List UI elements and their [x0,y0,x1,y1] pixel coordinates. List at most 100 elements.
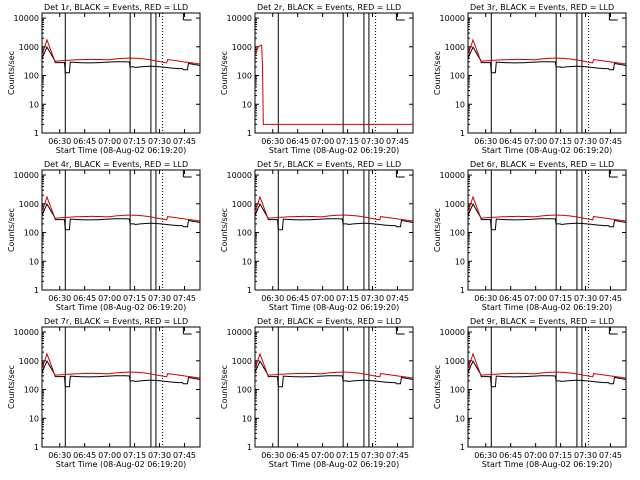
panel-det-6: Det 6r, BLACK = Events, RED = LLD 1 10 100 1… [433,160,627,312]
y-tick-label: 10000 [440,171,465,180]
x-tick-label: 06:30 [48,451,71,460]
panel-det-1: Det 1r, BLACK = Events, RED = LLD 1 10 100 1… [7,3,201,155]
series-lld-line [468,352,626,379]
y-tick-label: 100 [237,386,252,395]
y-tick-label: 100 [450,386,465,395]
y-tick-label: 10000 [227,14,252,23]
y-tick-label: 10 [455,414,465,423]
x-axis-label: Start Time (08-Aug-02 06:19:20) [269,146,400,155]
panel-title: Det 8r, BLACK = Events, RED = LLD [257,317,401,326]
x-tick-label: 07:00 [524,451,547,460]
panel-title: Det 3r, BLACK = Events, RED = LLD [470,3,614,12]
x-tick-label: 07:45 [386,451,409,460]
x-tick-label: 07:00 [311,137,334,146]
x-axis-label: Start Time (08-Aug-02 06:19:20) [482,146,613,155]
y-tick-label: 100 [237,72,252,81]
x-tick-label: 06:30 [474,137,497,146]
panel-title: Det 2r, BLACK = Events, RED = LLD [257,3,401,12]
x-tick-label: 07:45 [173,451,196,460]
panel-det-2: Det 2r, BLACK = Events, RED = LLD 1 10 100 1… [220,3,414,155]
x-tick-label: 07:45 [599,451,622,460]
x-tick-label: 07:30 [148,294,171,303]
y-axis-label: Counts/sec [220,208,229,252]
x-tick-label: 06:45 [286,137,309,146]
x-axis-label: Start Time (08-Aug-02 06:19:20) [482,303,613,312]
y-tick-label: 1 [34,286,39,295]
x-axis-label: Start Time (08-Aug-02 06:19:20) [269,460,400,469]
y-tick-label: 1 [247,443,252,452]
x-tick-label: 07:30 [361,294,384,303]
plot-frame [254,326,414,448]
x-tick-label: 07:00 [524,137,547,146]
y-tick-label: 100 [450,229,465,238]
panel-title: Det 9r, BLACK = Events, RED = LLD [470,317,614,326]
y-tick-label: 10 [29,100,39,109]
y-tick-label: 1000 [232,357,252,366]
x-tick-label: 07:30 [574,294,597,303]
x-tick-label: 07:30 [574,137,597,146]
x-tick-label: 06:30 [474,451,497,460]
y-tick-label: 1 [460,443,465,452]
y-tick-label: 1000 [445,200,465,209]
y-tick-label: 10000 [227,171,252,180]
y-tick-label: 10000 [14,171,39,180]
y-tick-label: 1 [247,286,252,295]
y-tick-label: 1 [460,129,465,138]
series-lld-line [255,352,413,379]
x-tick-label: 07:45 [386,294,409,303]
y-tick-label: 1 [460,286,465,295]
series-lld-line [468,195,626,222]
series-events-line [42,359,200,388]
x-axis-label: Start Time (08-Aug-02 06:19:20) [56,146,187,155]
x-tick-label: 07:00 [98,451,121,460]
x-tick-label: 06:30 [261,451,284,460]
y-tick-label: 100 [237,229,252,238]
panel-title: Det 5r, BLACK = Events, RED = LLD [257,160,401,169]
x-tick-label: 07:45 [599,137,622,146]
series-lld-line [42,38,200,65]
y-tick-label: 10 [29,257,39,266]
series-lld-line [42,195,200,222]
y-tick-label: 100 [24,229,39,238]
x-tick-label: 07:00 [311,294,334,303]
y-tick-label: 1000 [445,357,465,366]
y-axis-label: Counts/sec [220,365,229,409]
panel-title: Det 6r, BLACK = Events, RED = LLD [470,160,614,169]
panel-title: Det 7r, BLACK = Events, RED = LLD [44,317,188,326]
x-axis-label: Start Time (08-Aug-02 06:19:20) [56,303,187,312]
plot-frame [41,12,201,134]
x-tick-label: 06:45 [73,294,96,303]
x-tick-label: 07:15 [336,294,359,303]
panel-det-9: Det 9r, BLACK = Events, RED = LLD 1 10 100 1… [433,317,627,469]
y-tick-label: 1000 [445,43,465,52]
x-tick-label: 07:15 [123,137,146,146]
y-tick-label: 1000 [232,200,252,209]
x-tick-label: 06:45 [286,294,309,303]
x-tick-label: 06:30 [261,137,284,146]
panel-det-7: Det 7r, BLACK = Events, RED = LLD 1 10 100 1… [7,317,201,469]
series-events-line [255,359,413,388]
x-tick-label: 07:00 [524,294,547,303]
x-tick-label: 06:30 [474,294,497,303]
y-tick-label: 10 [242,100,252,109]
x-tick-label: 06:45 [499,451,522,460]
plot-frame [41,326,201,448]
plot-frame [467,326,627,448]
x-tick-label: 07:45 [386,137,409,146]
x-tick-label: 06:45 [73,451,96,460]
y-tick-label: 1000 [19,200,39,209]
x-tick-label: 07:15 [123,451,146,460]
y-tick-label: 10 [455,257,465,266]
y-tick-label: 100 [450,72,465,81]
y-tick-label: 1000 [19,43,39,52]
x-tick-label: 07:45 [173,137,196,146]
x-tick-label: 07:00 [98,137,121,146]
series-lld-line [42,352,200,379]
y-tick-label: 10 [242,414,252,423]
series-events-line [468,359,626,388]
x-tick-label: 07:00 [98,294,121,303]
y-tick-label: 10 [242,257,252,266]
x-tick-label: 07:30 [361,137,384,146]
x-tick-label: 07:00 [311,451,334,460]
y-axis-label: Counts/sec [7,51,16,95]
